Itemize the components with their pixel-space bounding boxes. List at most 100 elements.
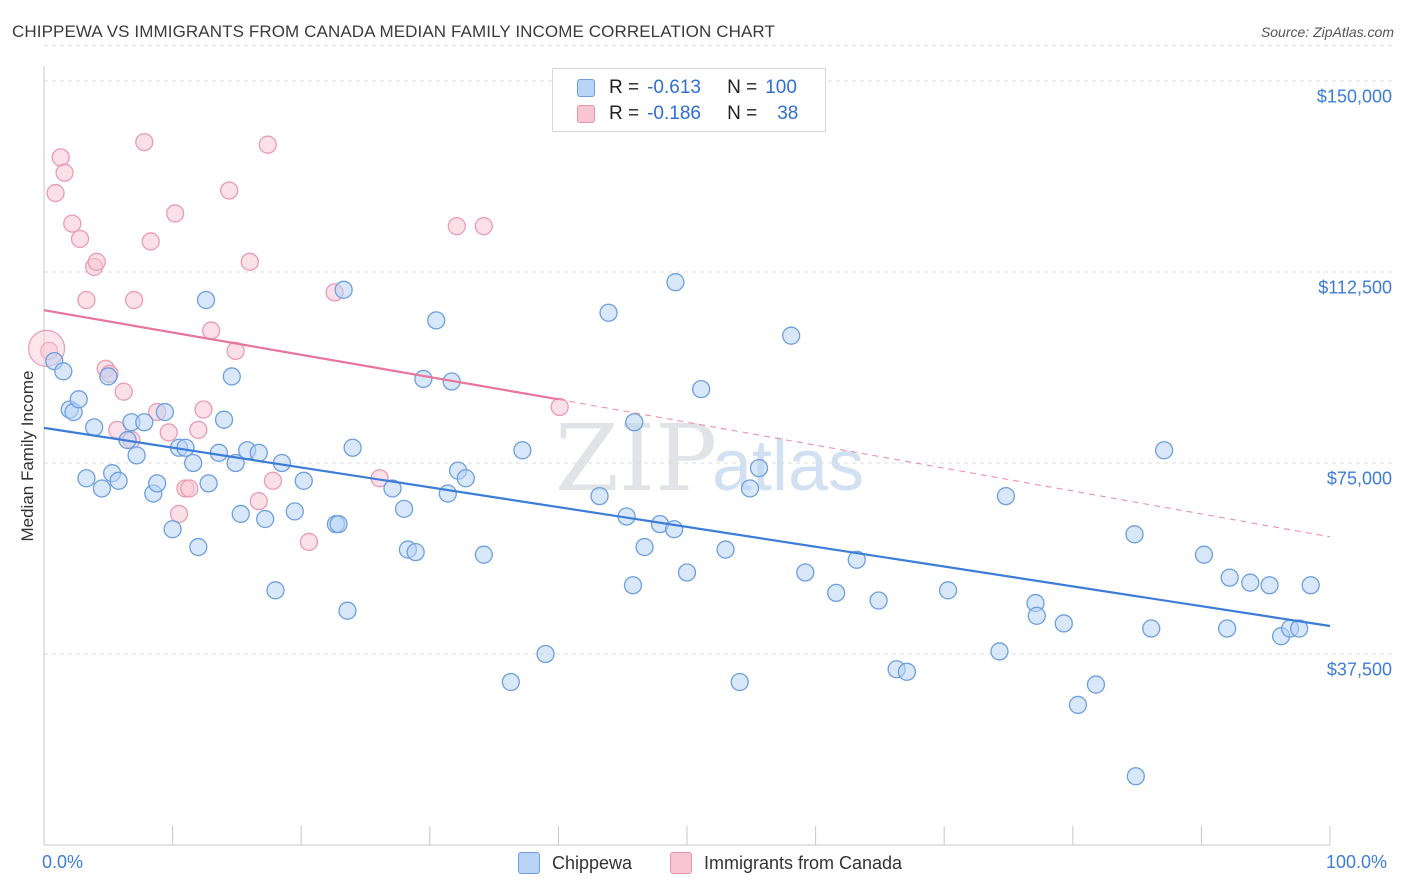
point-chippewa	[1194, 545, 1214, 564]
point-chippewa	[1068, 695, 1088, 715]
point-immigrants	[55, 163, 74, 182]
y-tick-label: $112,500	[1318, 277, 1392, 298]
point-chippewa	[249, 443, 268, 462]
point-chippewa	[730, 672, 749, 692]
point-immigrants	[77, 290, 96, 310]
legend-row-chippewa: R = -0.613 N = 100	[577, 77, 797, 99]
point-chippewa	[414, 369, 433, 389]
point-chippewa	[109, 471, 128, 490]
point-chippewa	[222, 367, 241, 386]
point-immigrants	[194, 400, 213, 419]
trend-line-chippewa	[43, 426, 1331, 628]
point-chippewa	[334, 280, 353, 299]
series-chippewa-points	[45, 273, 1320, 786]
point-immigrants	[263, 471, 283, 490]
point-immigrants	[63, 214, 82, 233]
point-chippewa	[1027, 606, 1046, 625]
point-chippewa	[135, 413, 154, 432]
trend-line-immigrants	[43, 309, 559, 401]
point-chippewa	[1125, 525, 1144, 544]
point-chippewa	[427, 311, 446, 330]
point-immigrants	[202, 321, 221, 340]
point-chippewa	[847, 550, 866, 569]
point-chippewa	[740, 479, 760, 498]
bottom-legend-chippewa: Chippewa	[518, 852, 632, 874]
point-immigrants	[240, 252, 259, 271]
point-immigrants	[114, 382, 133, 401]
point-immigrants	[46, 183, 65, 203]
point-chippewa	[501, 672, 520, 692]
point-chippewa	[256, 509, 275, 529]
point-chippewa	[1154, 441, 1174, 460]
point-chippewa	[749, 458, 769, 478]
legend-r-value: -0.186	[647, 103, 701, 124]
point-chippewa	[996, 486, 1016, 506]
point-immigrants	[189, 420, 208, 440]
legend-r-label: R =	[609, 103, 640, 124]
point-chippewa	[635, 537, 654, 557]
source-label: Source: ZipAtlas.com	[1260, 24, 1394, 40]
point-chippewa	[438, 484, 457, 503]
point-chippewa	[148, 474, 167, 493]
y-tick-label: $75,000	[1326, 468, 1392, 489]
point-chippewa	[1260, 576, 1279, 595]
bottom-legend-label: Immigrants from Canada	[704, 852, 903, 873]
point-chippewa	[163, 520, 182, 539]
point-chippewa	[623, 576, 643, 595]
y-tick-label: $37,500	[1326, 659, 1392, 680]
point-chippewa	[1217, 619, 1237, 638]
legend-n-value: 100	[765, 77, 797, 98]
point-immigrants	[249, 492, 268, 511]
point-immigrants	[169, 504, 189, 524]
legend-row-immigrants: R = -0.186 N = 38	[577, 103, 798, 125]
point-chippewa	[99, 367, 118, 386]
legend-r-label: R =	[609, 77, 640, 98]
point-chippewa	[338, 601, 357, 620]
point-immigrants	[124, 290, 144, 310]
point-immigrants	[474, 217, 493, 236]
legend-swatch-blue	[577, 79, 595, 97]
point-chippewa	[666, 273, 685, 292]
point-chippewa	[1126, 767, 1145, 786]
point-immigrants	[51, 148, 70, 167]
point-immigrants	[550, 397, 569, 417]
point-immigrants	[180, 479, 199, 498]
point-chippewa	[127, 446, 146, 465]
legend-n-label: N =	[727, 103, 758, 124]
bottom-legend-immigrants: Immigrants from Canada	[670, 852, 902, 874]
point-chippewa	[897, 662, 917, 681]
point-immigrants	[166, 204, 185, 223]
gridlines	[44, 44, 1392, 655]
point-chippewa	[394, 499, 414, 518]
point-chippewa	[214, 410, 234, 429]
point-chippewa	[590, 486, 609, 506]
point-chippewa	[1086, 675, 1106, 694]
point-chippewa	[85, 418, 104, 437]
watermark-atlas: atlas	[712, 426, 864, 506]
point-chippewa	[677, 563, 697, 582]
point-immigrants	[159, 423, 178, 442]
point-chippewa	[827, 583, 846, 603]
legend-r-value: -0.613	[647, 77, 701, 98]
point-immigrants	[70, 229, 90, 249]
point-chippewa	[691, 379, 711, 399]
chart-title: CHIPPEWA VS IMMIGRANTS FROM CANADA MEDIA…	[12, 22, 775, 41]
point-chippewa	[474, 545, 493, 564]
point-chippewa	[796, 563, 815, 582]
point-chippewa	[990, 642, 1009, 661]
point-chippewa	[1241, 573, 1260, 592]
point-chippewa	[77, 469, 96, 488]
legend-swatch-pink	[577, 105, 595, 123]
point-chippewa	[294, 471, 313, 490]
point-chippewa	[456, 469, 475, 488]
point-chippewa	[184, 453, 203, 473]
bottom-legend-swatch-pink	[670, 852, 692, 874]
point-chippewa	[1301, 576, 1320, 595]
series-immigrants-points	[27, 132, 569, 552]
point-chippewa	[54, 362, 73, 381]
point-chippewa	[513, 441, 532, 460]
point-immigrants	[258, 135, 277, 154]
point-chippewa	[938, 581, 958, 600]
point-chippewa	[1220, 568, 1239, 587]
